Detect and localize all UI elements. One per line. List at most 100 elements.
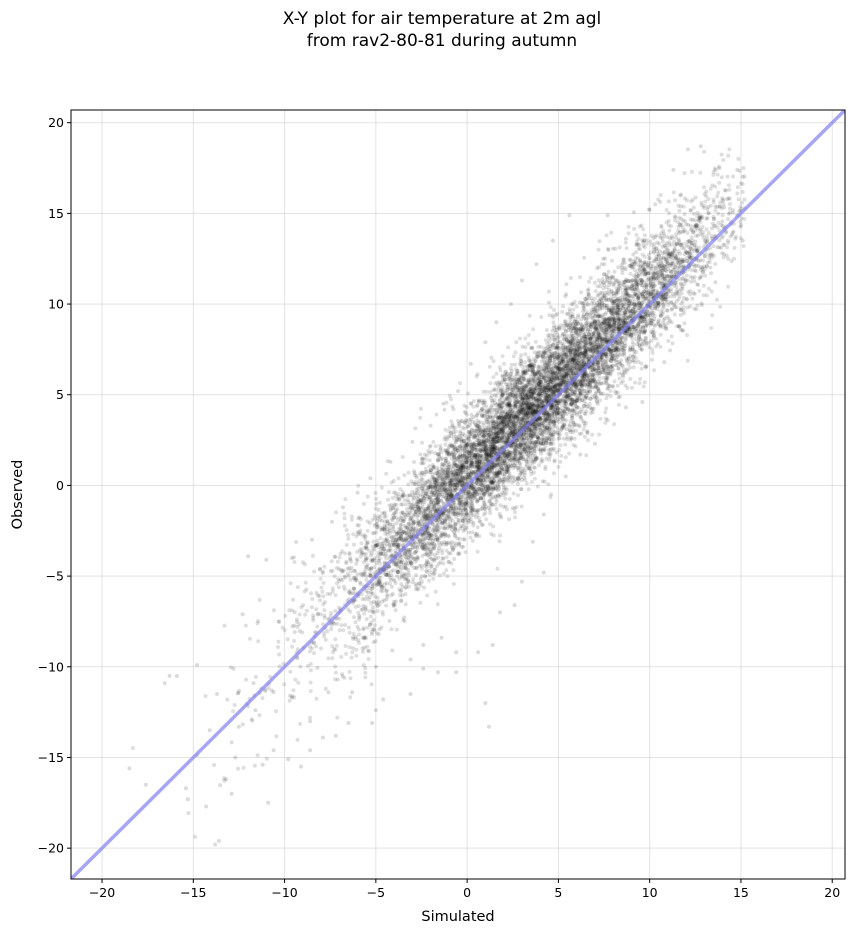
scatter-point-outlier-66 bbox=[713, 280, 718, 285]
scatter-point bbox=[298, 664, 303, 669]
scatter-point bbox=[543, 349, 548, 354]
scatter-point bbox=[470, 539, 475, 543]
scatter-point bbox=[384, 603, 389, 608]
scatter-point bbox=[415, 501, 420, 506]
scatter-point bbox=[551, 430, 556, 434]
scatter-point bbox=[609, 230, 614, 235]
scatter-point bbox=[496, 439, 501, 444]
scatter-point bbox=[503, 496, 508, 501]
scatter-point-outlier-38 bbox=[310, 537, 314, 542]
scatter-point bbox=[367, 573, 372, 577]
scatter-point bbox=[350, 650, 355, 655]
scatter-point bbox=[543, 415, 548, 420]
scatter-point bbox=[677, 231, 682, 236]
scatter-point bbox=[533, 339, 538, 344]
scatter-point bbox=[608, 317, 613, 322]
scatter-point bbox=[664, 264, 669, 269]
scatter-point bbox=[490, 437, 495, 441]
scatter-point bbox=[582, 388, 587, 393]
scatter-point bbox=[600, 277, 605, 282]
scatter-point bbox=[241, 765, 246, 770]
scatter-point bbox=[559, 453, 564, 458]
scatter-point bbox=[558, 443, 563, 448]
scatter-point bbox=[346, 625, 351, 630]
scatter-point bbox=[434, 509, 439, 514]
scatter-point bbox=[506, 470, 511, 475]
scatter-point bbox=[529, 386, 534, 391]
scatter-point bbox=[375, 543, 380, 548]
scatter-point bbox=[533, 411, 537, 415]
scatter-point bbox=[555, 332, 560, 337]
scatter-point bbox=[333, 677, 338, 682]
scatter-point bbox=[562, 376, 567, 381]
scatter-point bbox=[326, 656, 331, 661]
scatter-point bbox=[457, 536, 462, 541]
scatter-point bbox=[365, 644, 370, 649]
scatter-point bbox=[501, 409, 506, 414]
scatter-point bbox=[377, 561, 382, 566]
scatter-point bbox=[542, 424, 547, 429]
scatter-point bbox=[665, 241, 669, 246]
scatter-point bbox=[641, 240, 646, 245]
scatter-point-outlier-91 bbox=[373, 664, 378, 669]
scatter-point bbox=[423, 511, 428, 516]
scatter-point bbox=[296, 680, 301, 685]
scatter-point bbox=[475, 498, 480, 503]
scatter-point bbox=[508, 403, 513, 408]
scatter-point bbox=[527, 441, 532, 446]
scatter-point bbox=[614, 298, 618, 303]
scatter-point bbox=[288, 693, 292, 698]
scatter-point bbox=[391, 478, 396, 483]
scatter-point bbox=[672, 247, 677, 252]
scatter-point bbox=[497, 382, 502, 387]
scatter-point-outlier-64 bbox=[735, 167, 740, 172]
scatter-point bbox=[364, 545, 369, 550]
scatter-point-outlier-0 bbox=[127, 766, 132, 771]
scatter-point bbox=[603, 416, 608, 421]
scatter-point bbox=[587, 382, 592, 387]
scatter-point bbox=[519, 353, 524, 358]
scatter-point-outlier-71 bbox=[640, 400, 645, 404]
scatter-point bbox=[547, 387, 552, 392]
scatter-point bbox=[452, 509, 457, 514]
scatter-point bbox=[276, 639, 281, 644]
scatter-point bbox=[421, 484, 426, 488]
scatter-point bbox=[568, 313, 573, 318]
scatter-point bbox=[500, 433, 505, 438]
scatter-point bbox=[369, 682, 374, 687]
scatter-point bbox=[544, 441, 549, 446]
scatter-point bbox=[680, 299, 685, 304]
scatter-point-outlier-93 bbox=[326, 690, 331, 695]
scatter-point bbox=[244, 677, 249, 682]
scatter-point bbox=[403, 602, 408, 607]
scatter-point bbox=[706, 286, 711, 291]
scatter-point bbox=[571, 307, 576, 312]
scatter-point bbox=[402, 615, 407, 620]
scatter-point bbox=[543, 379, 548, 383]
scatter-point bbox=[446, 453, 451, 458]
scatter-point bbox=[544, 328, 549, 333]
scatter-point bbox=[592, 394, 597, 398]
scatter-point bbox=[704, 264, 709, 269]
scatter-point bbox=[292, 560, 297, 564]
scatter-point-outlier-78 bbox=[541, 512, 546, 517]
scatter-point bbox=[523, 396, 527, 401]
scatter-point bbox=[627, 257, 632, 262]
scatter-point-outlier-49 bbox=[483, 340, 488, 345]
scatter-point bbox=[545, 396, 550, 401]
scatter-point bbox=[579, 290, 584, 295]
scatter-point bbox=[477, 466, 482, 470]
scatter-point bbox=[551, 432, 556, 437]
scatter-point bbox=[352, 542, 356, 547]
scatter-point bbox=[742, 197, 747, 202]
scatter-point bbox=[655, 270, 660, 275]
scatter-point bbox=[412, 469, 416, 474]
scatter-point bbox=[624, 356, 629, 361]
scatter-point bbox=[565, 435, 570, 440]
scatter-point bbox=[523, 371, 528, 375]
scatter-point bbox=[434, 497, 439, 502]
scatter-point bbox=[678, 223, 682, 228]
scatter-point bbox=[599, 363, 604, 368]
scatter-point bbox=[426, 514, 430, 519]
scatter-point-outlier-13 bbox=[233, 755, 238, 760]
